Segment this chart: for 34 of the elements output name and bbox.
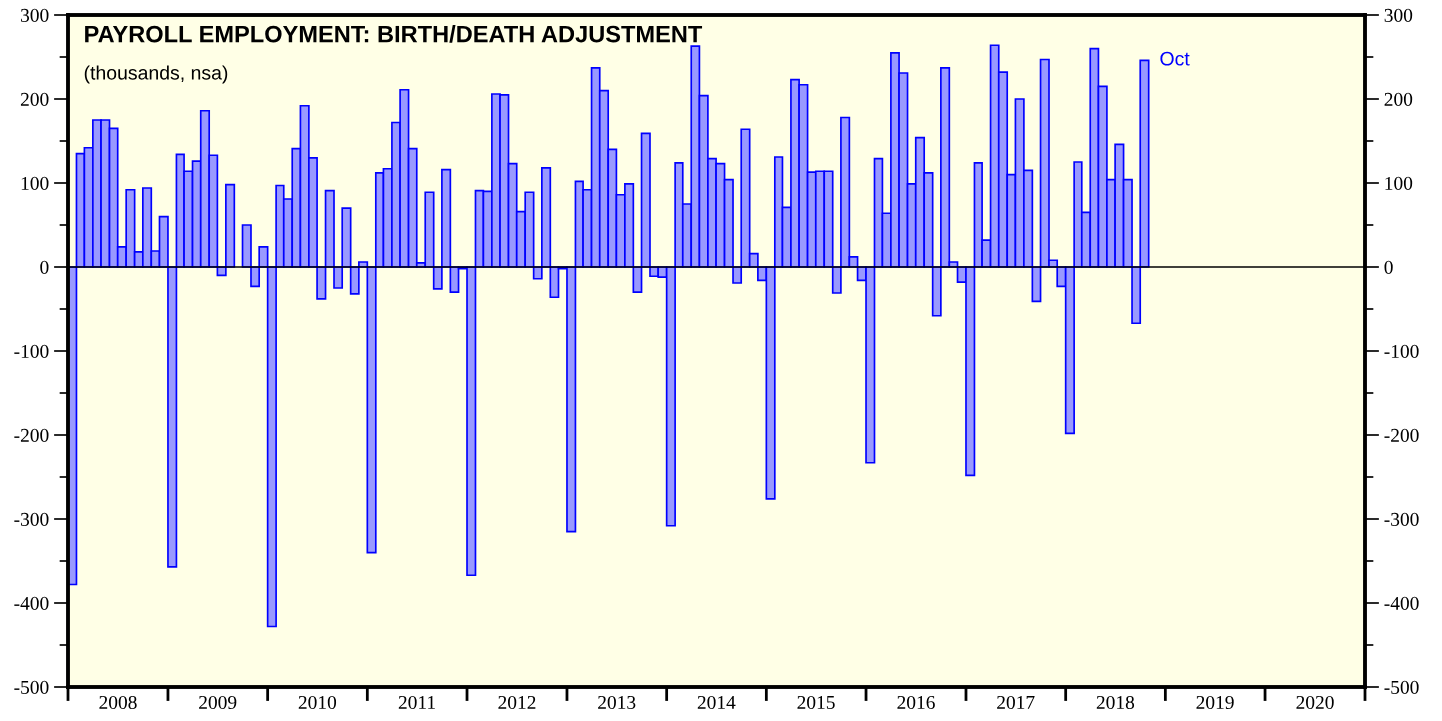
y2-tick-label: 0 [1384,260,1393,274]
y2-tick-label: -300 [1384,512,1419,526]
y-tick-label: -300 [14,512,49,526]
x-tick-label: 2018 [1096,695,1135,710]
x-tick-label: 2012 [498,695,536,710]
y2-tick-label: -100 [1384,344,1419,358]
y2-tick-label: -400 [1384,596,1419,610]
x-tick-label: 2014 [697,695,736,710]
chart-title: PAYROLL EMPLOYMENT: BIRTH/DEATH ADJUSTMENT [85,25,703,43]
y2-tick-label: -500 [1384,680,1419,694]
x-tick-label: 2017 [997,695,1035,710]
x-tick-label: 2013 [598,695,636,710]
x-tick-label: 2011 [398,695,435,710]
x-tick-label: 2020 [1296,695,1334,710]
x-tick-label: 2008 [99,695,137,710]
x-tick-label: 2016 [897,695,935,710]
y2-tick-label: 100 [1385,176,1413,190]
y-tick-label: -200 [14,428,49,442]
y2-tick-label: -200 [1384,428,1419,442]
y2-tick-label: 200 [1384,92,1413,106]
x-tick-label: 2019 [1196,695,1234,710]
y-tick-label: 200 [20,92,49,106]
y-tick-label: 100 [21,176,49,190]
y-tick-label: -500 [14,680,49,694]
y-tick-label: 0 [40,260,49,274]
text: (thousands, nsa) [84,65,228,84]
x-tick-label: 2010 [298,695,337,710]
x-tick-label: 2009 [199,695,237,710]
y-tick-label: 300 [21,8,49,22]
y2-tick-label: 300 [1384,8,1413,22]
y-tick-label: -400 [14,596,49,610]
x-tick-label: 2015 [797,695,835,710]
annotation: Oct [1160,51,1190,66]
y-tick-label: -100 [14,344,49,358]
